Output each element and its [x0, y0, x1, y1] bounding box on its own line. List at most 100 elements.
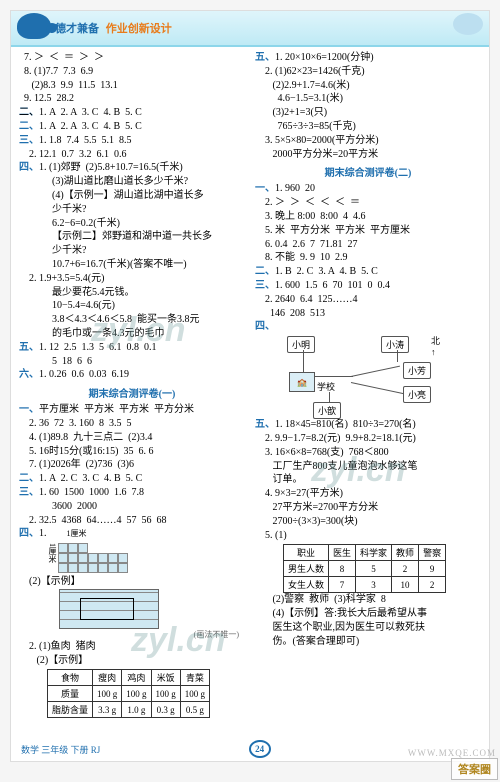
grid-shape: [58, 543, 128, 573]
table-cell: 10: [392, 577, 419, 593]
edge: [351, 366, 400, 377]
text-line: 最少要花5.4元钱。: [19, 286, 245, 300]
table-cell: 鸡肉: [122, 670, 151, 686]
text-line: 2. 2640 6.4 125……4: [255, 293, 481, 307]
text-line: 8. 不能 9. 9 10 2.9: [255, 251, 481, 265]
text-line: 7. (1)2026年 (2)736 (3)6: [19, 458, 245, 472]
page-header: 德才兼备 作业创新设计: [11, 11, 489, 47]
table-cell: 100 g: [122, 686, 151, 702]
whale-icon: [17, 13, 51, 39]
page-number: 24: [249, 740, 271, 758]
text-line: 医生这个职业,因为医生可以救死扶: [255, 621, 481, 635]
exam-title-2: 期末综合测评卷(二): [255, 164, 481, 179]
node-xiaoliang: 小亮: [403, 386, 431, 403]
text-line: 2. 12.1 0.7 3.2 6.1 0.6: [19, 148, 245, 162]
section-marker: 二、: [19, 121, 39, 132]
text-line: 146 208 513: [255, 307, 481, 321]
text-line: 10−5.4=4.6(元): [19, 299, 245, 313]
text-line: (2)8.3 9.9 11.5 13.1: [19, 79, 245, 93]
text-line: 5. 米 平方分米 平方米 平方厘米: [255, 224, 481, 238]
text-line: 765÷3÷3=85(千克): [255, 120, 481, 134]
text-line: 8. (1)7.7 7.3 6.9: [19, 65, 245, 79]
text-line: 六、1. 0.26 0.6 0.03 6.19: [19, 368, 245, 382]
text-line: 5 18 6 6: [19, 355, 245, 369]
text-line: 【示例二】郊野道和湖中道一共长多: [19, 230, 245, 244]
text-line: 3. 5×5×80=2000(平方分米): [255, 134, 481, 148]
text-line: (2)【示例】: [19, 575, 245, 589]
section-marker: 四、: [255, 321, 275, 332]
table-row: 职业 医生 科学家 教师 警察: [284, 545, 446, 561]
text-line: (4)【示例】答:我长大后最希望从事: [255, 607, 481, 621]
text-line: 二、1. B 2. C 3. A 4. B 5. C: [255, 265, 481, 279]
text-line: 5. (1): [255, 529, 481, 543]
grid-figure-1: 1厘米: [47, 543, 207, 573]
text-line: (3)2+1=3(只): [255, 106, 481, 120]
text-line: 的毛巾或一条4.3元的毛巾: [19, 327, 245, 341]
text-line: 4.6−1.5=3.1(米): [255, 92, 481, 106]
table-cell: 2: [392, 561, 419, 577]
table-cell: 脂肪含量: [48, 702, 93, 718]
rect-figure: [59, 589, 159, 629]
text-line: (3)湖山道比磨山道长多少千米?: [19, 175, 245, 189]
table-row: 男生人数 8 5 2 9: [284, 561, 446, 577]
text-line: 2. ＞ ＞ ＜ ＜ ＜ ＝: [255, 196, 481, 210]
school-node: 🏫: [289, 372, 315, 392]
table-cell: 2: [419, 577, 446, 593]
school-icon: 🏫: [289, 372, 315, 392]
text-line: (4)【示例一】湖山道比湖中道长多: [19, 189, 245, 203]
text-line: 3. 晚上 8:00 8:00 4 4.6: [255, 210, 481, 224]
content-columns: 7. ＞ ＜ ＝ ＞ ＞ 8. (1)7.7 7.3 6.9 (2)8.3 9.…: [11, 47, 489, 718]
text-line: 五、1. 18×45=810(名) 810÷3=270(名): [255, 418, 481, 432]
text-line: 3600 2000: [19, 500, 245, 514]
table-cell: 米饭: [151, 670, 180, 686]
inner-rect: [80, 598, 134, 620]
text-line: 三、1. 600 1.5 6 70 101 0 0.4: [255, 279, 481, 293]
whale-right-icon: [453, 13, 483, 35]
table-cell: 女生人数: [284, 577, 329, 593]
text-line: 伤。(答案合理即可): [255, 635, 481, 649]
text-line: 2700÷(3×3)=300(块): [255, 515, 481, 529]
text-line: 2. (1)鱼肉 猪肉: [19, 640, 245, 654]
table-cell: 100 g: [93, 686, 122, 702]
text-line: 10.7+6=16.7(千米)(答案不唯一): [19, 258, 245, 272]
table-cell: 职业: [284, 545, 329, 561]
text-line: 2. 9.9−1.7=8.2(元) 9.9+8.2=18.1(元): [255, 432, 481, 446]
header-title: 德才兼备 作业创新设计: [55, 20, 172, 36]
section-marker: 五、: [255, 52, 275, 63]
figure-note: (画法不唯一): [19, 629, 239, 640]
text-line: 6. 0.4 2.6 7 71.81 27: [255, 238, 481, 252]
text-line: 少千米?: [19, 203, 245, 217]
text-line: 27平方米=2700平方分米: [255, 501, 481, 515]
table-cell: 0.3 g: [151, 702, 180, 718]
node-xiaoming: 小明: [287, 336, 315, 353]
text-line: 3. 16×6×8=768(支) 768＜800: [255, 446, 481, 460]
title-text: 作业创新设计: [106, 23, 172, 35]
fig-label: 1厘米: [67, 529, 87, 538]
node-xiaoxin: 小歆: [313, 402, 341, 419]
section-marker: 二、: [19, 473, 39, 484]
text-line: 2. 32.5 4368 64……4 57 56 68: [19, 514, 245, 528]
table-cell: 100 g: [180, 686, 209, 702]
section-marker: 三、: [19, 487, 39, 498]
section-marker: 五、: [19, 342, 39, 353]
right-column: 五、1. 20×10×6=1200(分钟) 2. (1)62×23=1426(千…: [255, 51, 481, 718]
text-line: 6.2−6=0.2(千米): [19, 217, 245, 231]
table-cell: 质量: [48, 686, 93, 702]
table-cell: 7: [329, 577, 356, 593]
table-row: 质量 100 g 100 g 100 g 100 g: [48, 686, 210, 702]
table-cell: 3: [356, 577, 392, 593]
text-line: 三、1. 60 1500 1000 1.6 7.8: [19, 486, 245, 500]
text-line: 2000平方分米=20平方米: [255, 148, 481, 162]
table-cell: 教师: [392, 545, 419, 561]
text-line: 4. 9×3=27(平方米): [255, 487, 481, 501]
text-line: 一、平方厘米 平方米 平方米 平方分米: [19, 403, 245, 417]
table-row: 脂肪含量 3.3 g 1.0 g 0.3 g 0.5 g: [48, 702, 210, 718]
position-diagram: 小明 小涛 北↑ 🏫 学校 小芳 小亮 小歆: [281, 336, 451, 416]
table-cell: 青菜: [180, 670, 209, 686]
table-cell: 1.0 g: [122, 702, 151, 718]
text-line: 7. ＞ ＜ ＝ ＞ ＞: [19, 51, 245, 65]
node-xiaotao: 小涛: [381, 336, 409, 353]
text-line: 2. (1)62×23=1426(千克): [255, 65, 481, 79]
text-line: 2. 1.9+3.5=5.4(元): [19, 272, 245, 286]
section-marker: 一、: [19, 404, 39, 415]
